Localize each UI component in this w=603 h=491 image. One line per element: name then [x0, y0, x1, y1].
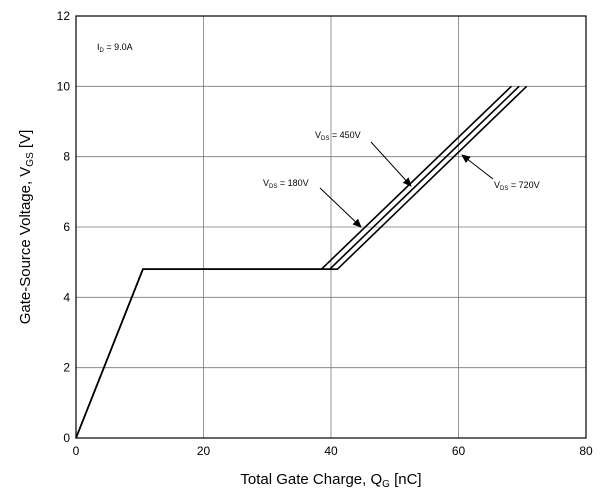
y-tick-label: 6 [63, 220, 70, 234]
series-line-2 [75, 85, 528, 439]
y-axis-title: Gate-Source Voltage, VGS [V] [17, 130, 36, 325]
plot-frame [75, 15, 587, 439]
series-label-450v: VDS = 450V [315, 130, 361, 142]
x-tick-label: 20 [197, 444, 211, 458]
series-label-720v: VDS = 720V [494, 180, 540, 192]
arrow-180v [319, 187, 362, 228]
x-tick-label: 60 [452, 444, 466, 458]
condition-label: ID = 9.0A [97, 42, 133, 54]
y-tick-label: 2 [63, 361, 70, 375]
arrow-720v [461, 154, 494, 180]
y-tick-label: 10 [57, 79, 71, 93]
series-lines [75, 85, 528, 439]
y-tick-labels: 0 2 4 6 8 10 12 [57, 9, 71, 445]
x-tick-label: 0 [73, 444, 80, 458]
arrow-450v [370, 141, 412, 187]
series-line-0 [75, 85, 512, 439]
x-tick-label: 80 [579, 444, 593, 458]
x-tick-labels: 0 20 40 60 80 [73, 444, 593, 458]
y-tick-label: 8 [63, 150, 70, 164]
grid-lines [75, 15, 587, 439]
series-label-180v: VDS = 180V [263, 178, 309, 190]
y-tick-label: 12 [57, 9, 71, 23]
x-axis-title: Total Gate Charge, QG [nC] [240, 471, 421, 490]
y-tick-label: 4 [63, 290, 70, 304]
series-line-1 [75, 85, 520, 439]
x-tick-label: 40 [324, 444, 338, 458]
y-tick-label: 0 [63, 431, 70, 445]
